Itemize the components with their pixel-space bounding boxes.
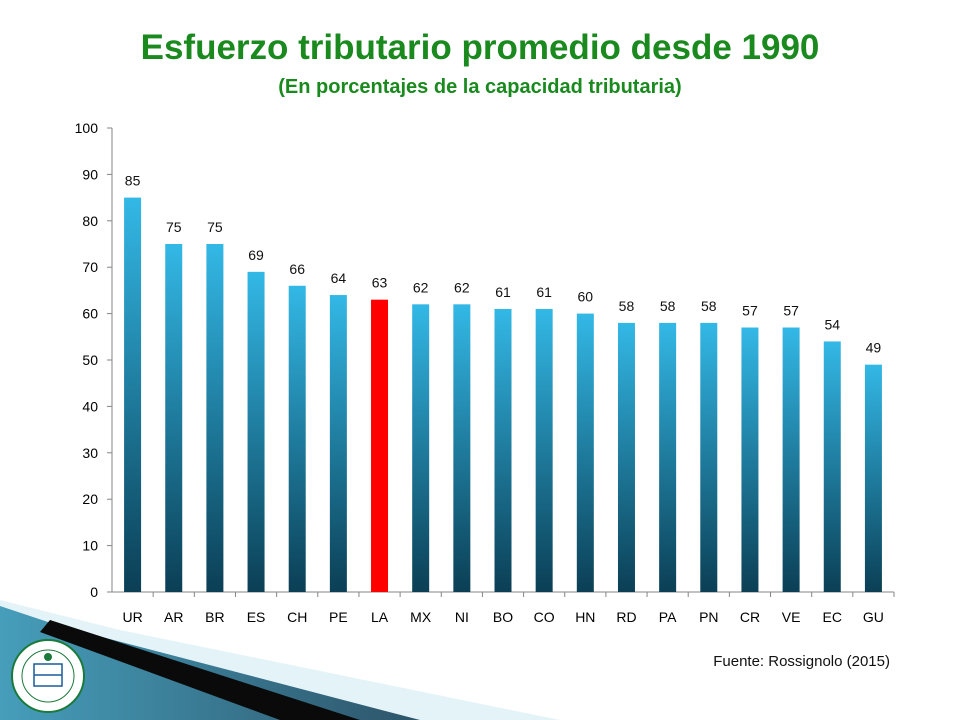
x-tick-label: BO	[493, 609, 513, 625]
y-tick-label: 30	[82, 445, 98, 461]
y-axis: 0 10 20 30 40 50 60 70 80 90 100	[75, 120, 113, 600]
data-label: 62	[454, 279, 470, 295]
data-label: 62	[413, 279, 429, 295]
bars	[124, 197, 882, 592]
institution-logo	[11, 639, 85, 713]
x-tick-label: HN	[575, 609, 595, 625]
bar-ur	[124, 197, 142, 592]
data-label: 49	[866, 340, 882, 356]
data-label: 61	[536, 284, 552, 300]
y-tick-label: 100	[75, 120, 99, 136]
bar-highlight-la	[371, 299, 389, 592]
data-label: 75	[207, 219, 223, 235]
bar-ar	[165, 244, 183, 592]
x-tick-label: CO	[534, 609, 555, 625]
data-label: 57	[783, 303, 799, 319]
y-tick-label: 0	[90, 584, 98, 600]
x-tick-label: VE	[782, 609, 801, 625]
y-tick-label: 40	[82, 398, 98, 414]
x-tick-label: PN	[699, 609, 718, 625]
data-label: 54	[824, 316, 840, 332]
bar-cr	[741, 327, 759, 592]
data-label: 64	[331, 270, 347, 286]
x-axis: UR AR BR ES CH PE LA MX NI BO CO HN RD PA PN CR VE EC GU	[112, 591, 895, 625]
x-tick-label: PA	[659, 609, 677, 625]
data-label: 58	[619, 298, 635, 314]
x-tick-label: CH	[287, 609, 307, 625]
chart-subtitle: (En porcentajes de la capacidad tributar…	[278, 76, 682, 98]
bar-gu	[864, 364, 882, 592]
data-label: 58	[701, 298, 717, 314]
y-tick-label: 50	[82, 352, 98, 368]
bar-bo	[494, 308, 512, 592]
data-label: 57	[742, 303, 758, 319]
y-tick-label: 70	[82, 259, 98, 275]
bar-es	[247, 271, 265, 592]
y-tick-label: 90	[82, 166, 98, 182]
x-tick-label: UR	[122, 609, 142, 625]
chart-title: Esfuerzo tributario promedio desde 1990	[140, 28, 820, 67]
bar-rd	[617, 322, 635, 592]
x-tick-label: CR	[740, 609, 760, 625]
x-tick-label: BR	[205, 609, 224, 625]
x-tick-label: EC	[823, 609, 842, 625]
bar-co	[535, 308, 553, 592]
y-tick-label: 10	[82, 538, 98, 554]
x-tick-label: LA	[371, 609, 389, 625]
bar-mx	[412, 304, 430, 592]
data-labels: 85 75 75 69 66 64 63 62 62 61 61 60 58 58 58 57 57 54 49	[125, 173, 882, 356]
y-tick-label: 20	[82, 491, 98, 507]
bar-pe	[329, 295, 347, 592]
x-tick-label: ES	[247, 609, 266, 625]
data-label: 58	[660, 298, 676, 314]
corner-swoosh-blue	[0, 606, 420, 720]
bar-ni	[453, 304, 471, 592]
y-tick-label: 80	[82, 213, 98, 229]
bar-br	[206, 244, 224, 592]
data-label: 85	[125, 173, 141, 189]
data-label: 63	[372, 275, 388, 291]
bar-pn	[700, 322, 718, 592]
data-label: 60	[578, 289, 594, 305]
x-tick-label: GU	[863, 609, 884, 625]
data-label: 75	[166, 219, 182, 235]
corner-swoosh-dark	[40, 620, 360, 720]
source-note: Fuente: Rossignolo (2015)	[713, 653, 890, 670]
bar-ve	[782, 327, 800, 592]
data-label: 61	[495, 284, 511, 300]
y-tick-label: 60	[82, 306, 98, 322]
data-label: 69	[248, 247, 264, 263]
data-label: 66	[289, 261, 305, 277]
x-tick-label: MX	[410, 609, 432, 625]
bar-pa	[659, 322, 677, 592]
x-tick-label: PE	[329, 609, 348, 625]
x-tick-label: NI	[455, 609, 469, 625]
bar-ch	[288, 285, 306, 592]
bar-ec	[823, 341, 841, 592]
x-tick-label: RD	[616, 609, 636, 625]
x-tick-label: AR	[164, 609, 183, 625]
bar-hn	[576, 313, 594, 592]
